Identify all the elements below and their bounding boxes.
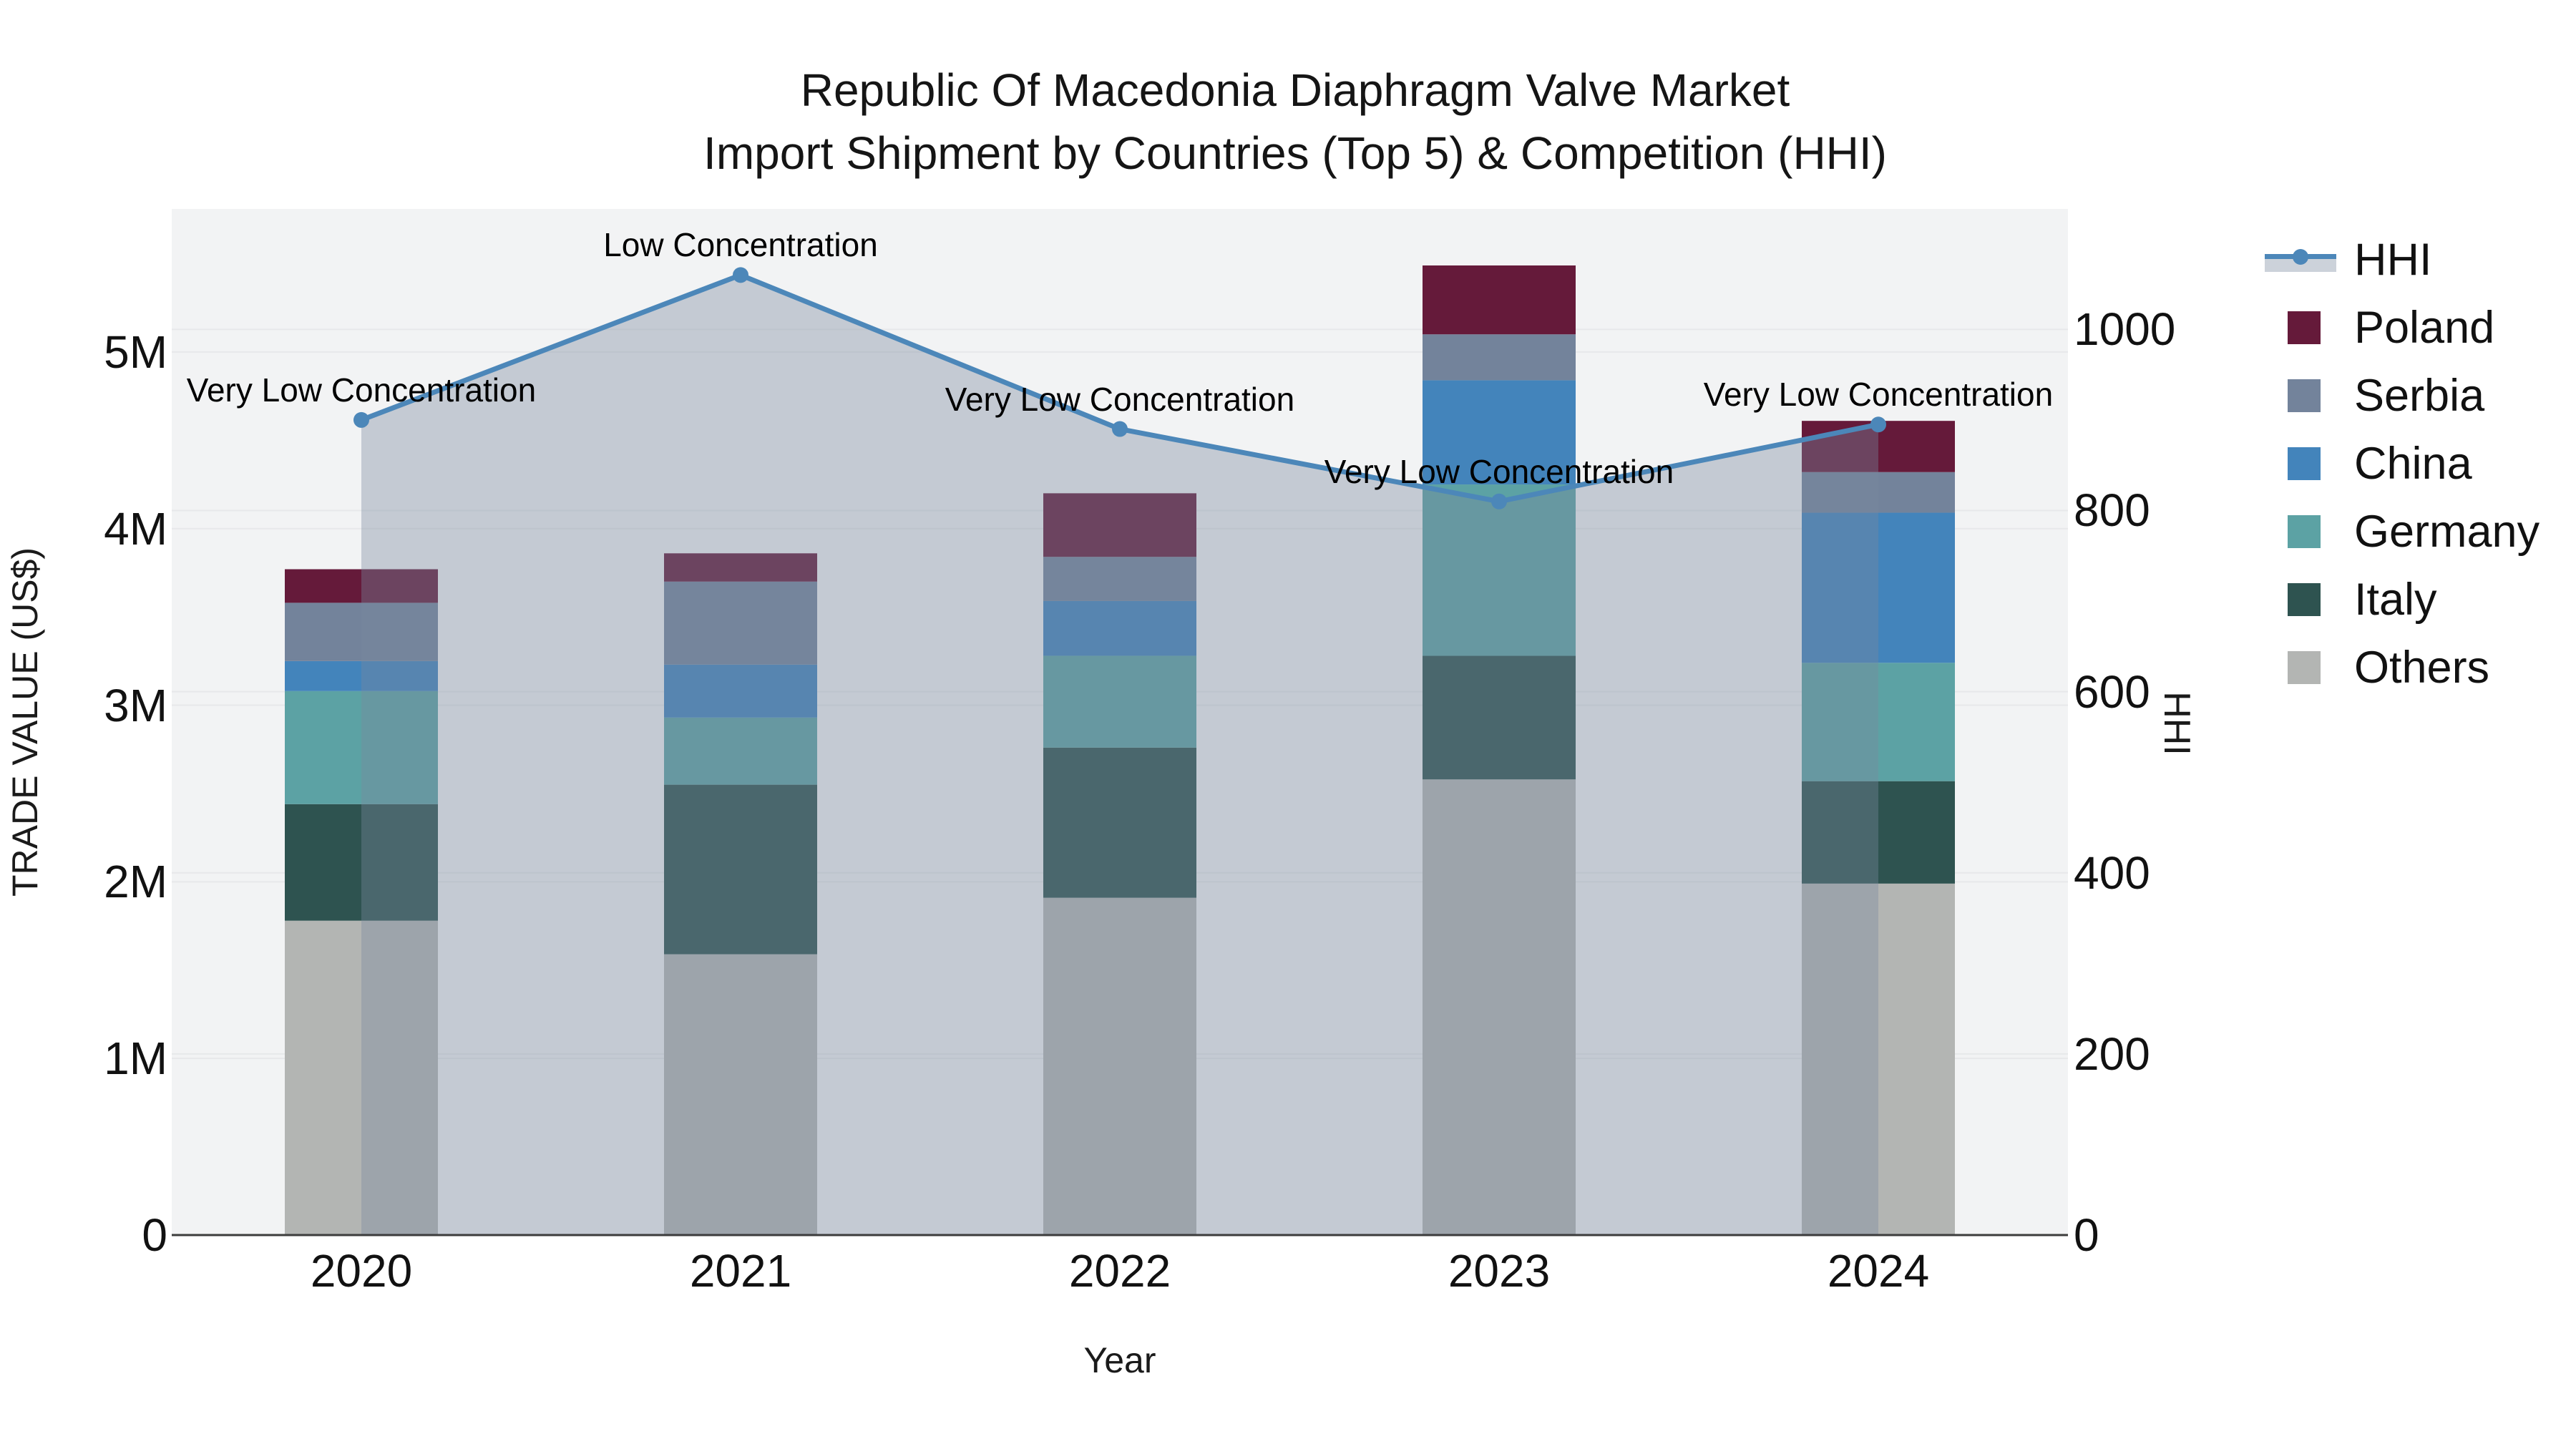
- hhi-marker-2020[interactable]: [353, 411, 369, 428]
- hhi-area-fill: [361, 275, 1878, 1235]
- hhi-marker-2022[interactable]: [1112, 421, 1128, 437]
- hhi-legend-band: [2265, 258, 2336, 272]
- china-swatch: [2288, 447, 2321, 480]
- y-tick-left-5M: 5M: [104, 326, 167, 378]
- bar-segment-2020-china[interactable]: [285, 660, 438, 691]
- bar-segment-2023-poland[interactable]: [1423, 265, 1576, 335]
- chart-title: Republic Of Macedonia Diaphragm Valve Ma…: [14, 59, 2576, 185]
- legend-label-others: Others: [2354, 643, 2490, 693]
- bar-segment-2023-italy[interactable]: [1423, 655, 1576, 780]
- bar-segment-2020-poland[interactable]: [285, 569, 438, 603]
- hhi-legend-marker: [2293, 249, 2308, 265]
- y-tick-right-600: 600: [2074, 665, 2150, 718]
- bar-segment-2022-poland[interactable]: [1043, 493, 1196, 557]
- y-tick-left-4M: 4M: [104, 502, 167, 555]
- others-swatch: [2288, 651, 2321, 684]
- annotation-2021: Low Concentration: [603, 226, 878, 264]
- bar-segment-2024-china[interactable]: [1802, 512, 1955, 663]
- y-axis-title-right: HHI: [2156, 691, 2197, 756]
- legend-label-china: China: [2354, 439, 2472, 489]
- legend-label-hhi: HHI: [2354, 235, 2432, 285]
- x-tick-2023: 2023: [1448, 1245, 1551, 1297]
- x-tick-2020: 2020: [310, 1245, 413, 1297]
- bar-segment-2021-others[interactable]: [664, 954, 817, 1235]
- annotation-2022: Very Low Concentration: [945, 380, 1295, 418]
- y-tick-right-200: 200: [2074, 1028, 2150, 1080]
- bar-segment-2021-italy[interactable]: [664, 784, 817, 955]
- x-axis-title: Year: [1083, 1340, 1156, 1380]
- hhi-legend-sample: [2265, 238, 2336, 281]
- bar-segment-2022-serbia[interactable]: [1043, 557, 1196, 601]
- hhi-marker-2024[interactable]: [1870, 416, 1886, 433]
- y-tick-left-1M: 1M: [104, 1033, 167, 1085]
- x-tick-2022: 2022: [1068, 1245, 1171, 1297]
- bar-segment-2020-germany[interactable]: [285, 691, 438, 804]
- annotation-2020: Very Low Concentration: [186, 371, 537, 409]
- annotation-2024: Very Low Concentration: [1703, 376, 2054, 414]
- germany-swatch: [2288, 515, 2321, 548]
- bar-segment-2024-serbia[interactable]: [1802, 472, 1955, 513]
- y-tick-right-400: 400: [2074, 847, 2150, 899]
- x-tick-2021: 2021: [689, 1245, 792, 1297]
- y-tick-right-800: 800: [2074, 484, 2150, 537]
- legend-label-germany: Germany: [2354, 507, 2540, 557]
- bar-segment-2022-others[interactable]: [1043, 897, 1196, 1235]
- legend-label-serbia: Serbia: [2354, 371, 2485, 421]
- legend-label-italy: Italy: [2354, 575, 2437, 625]
- bar-segment-2022-italy[interactable]: [1043, 747, 1196, 898]
- bar-segment-2023-germany[interactable]: [1423, 484, 1576, 656]
- bar-segment-2020-italy[interactable]: [285, 804, 438, 921]
- y-tick-left-0: 0: [142, 1209, 167, 1261]
- y-tick-right-1000: 1000: [2074, 303, 2176, 356]
- bar-segment-2021-germany[interactable]: [664, 717, 817, 785]
- annotation-2023: Very Low Concentration: [1324, 452, 1674, 490]
- bar-segment-2021-poland[interactable]: [664, 553, 817, 582]
- y-tick-right-0: 0: [2074, 1209, 2099, 1261]
- chart-title-line2: Import Shipment by Countries (Top 5) & C…: [703, 127, 1887, 179]
- bar-segment-2021-serbia[interactable]: [664, 581, 817, 665]
- bar-segment-2023-others[interactable]: [1423, 779, 1576, 1235]
- bar-segment-2021-china[interactable]: [664, 664, 817, 718]
- chart-title-line1: Republic Of Macedonia Diaphragm Valve Ma…: [800, 64, 1790, 116]
- x-tick-2024: 2024: [1827, 1245, 1930, 1297]
- bar-segment-2024-italy[interactable]: [1802, 781, 1955, 884]
- bar-segment-2024-others[interactable]: [1802, 883, 1955, 1235]
- bar-segment-2023-serbia[interactable]: [1423, 334, 1576, 381]
- hhi-marker-2021[interactable]: [733, 267, 748, 283]
- bar-segment-2024-germany[interactable]: [1802, 663, 1955, 781]
- hhi-marker-2023[interactable]: [1491, 493, 1507, 509]
- bar-segment-2023-china[interactable]: [1423, 380, 1576, 485]
- legend-label-poland: Poland: [2354, 303, 2495, 353]
- y-tick-left-3M: 3M: [104, 679, 167, 731]
- italy-swatch: [2288, 583, 2321, 616]
- y-tick-left-2M: 2M: [104, 856, 167, 908]
- serbia-swatch: [2288, 379, 2321, 412]
- bar-segment-2022-china[interactable]: [1043, 600, 1196, 656]
- poland-swatch: [2288, 311, 2321, 344]
- bar-segment-2020-serbia[interactable]: [285, 602, 438, 661]
- bar-segment-2022-germany[interactable]: [1043, 655, 1196, 748]
- bar-segment-2020-others[interactable]: [285, 920, 438, 1235]
